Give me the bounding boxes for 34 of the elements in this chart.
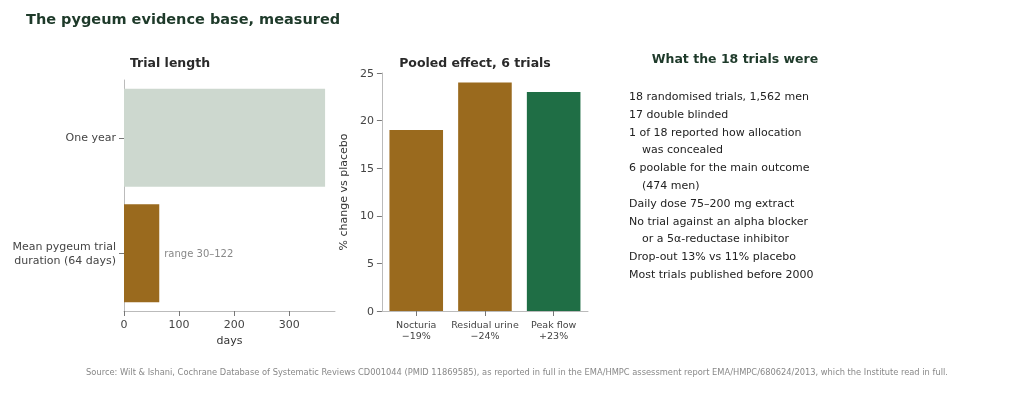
text: What the 18 trials were [650, 51, 820, 66]
x-tick-label: 0 [120, 318, 128, 331]
text: The pygeum evidence base, measured [26, 11, 341, 27]
y-tick-label: 25 [359, 66, 374, 80]
source-note: Source: Wilt & Ishani, Cochrane Database of Systematic Reviews CD001044 (PMID 11869585), as reported in full in the EMA/HMPC assessment report EMA/HMPC/680624/2013, which the Institute read in full. [85, 367, 949, 377]
y-tick-label: One year [65, 131, 117, 145]
x-tick-label: Residual urine −24% [451, 319, 519, 341]
bar [389, 130, 444, 311]
x-tick-label: Nocturia −19% [396, 319, 437, 341]
y-axis-title: % change vs placebo [337, 133, 350, 251]
text: 1 of 18 reported how allocation was concealed [629, 124, 803, 159]
x-tick-label: Peak flow +23% [531, 319, 577, 341]
y-tick-label: 10 [359, 209, 374, 223]
y-tick-label: 5 [366, 256, 374, 270]
text: 17 double blinded [629, 106, 730, 123]
text: Most trials published before 2000 [629, 266, 815, 283]
annotation: range 30–122 [164, 247, 234, 259]
text: Drop-out 13% vs 11% placebo [629, 249, 798, 266]
x-axis-title: days [216, 334, 243, 347]
y-tick-label: 15 [359, 161, 374, 175]
bar [526, 92, 581, 311]
x-tick-label: 300 [278, 318, 300, 331]
text: 18 randomised trials, 1,562 men [629, 89, 811, 105]
chart-title: Trial length [129, 55, 211, 70]
bar [458, 82, 512, 311]
y-tick-label: 20 [359, 114, 374, 128]
y-tick-label: Mean pygeum trial duration (64 days) [12, 239, 116, 267]
text: Daily dose 75–200 mg extract [629, 195, 796, 212]
text: 6 poolable for the main outcome (474 men) [629, 160, 811, 194]
chart-title: Pooled effect, 6 trials [399, 55, 551, 70]
text: No trial against an alpha blocker or a 5α-reductase inhibitor [629, 213, 809, 248]
x-tick-label: 200 [223, 318, 245, 331]
y-tick-label: 0 [366, 304, 374, 318]
x-tick-label: 100 [168, 318, 190, 331]
